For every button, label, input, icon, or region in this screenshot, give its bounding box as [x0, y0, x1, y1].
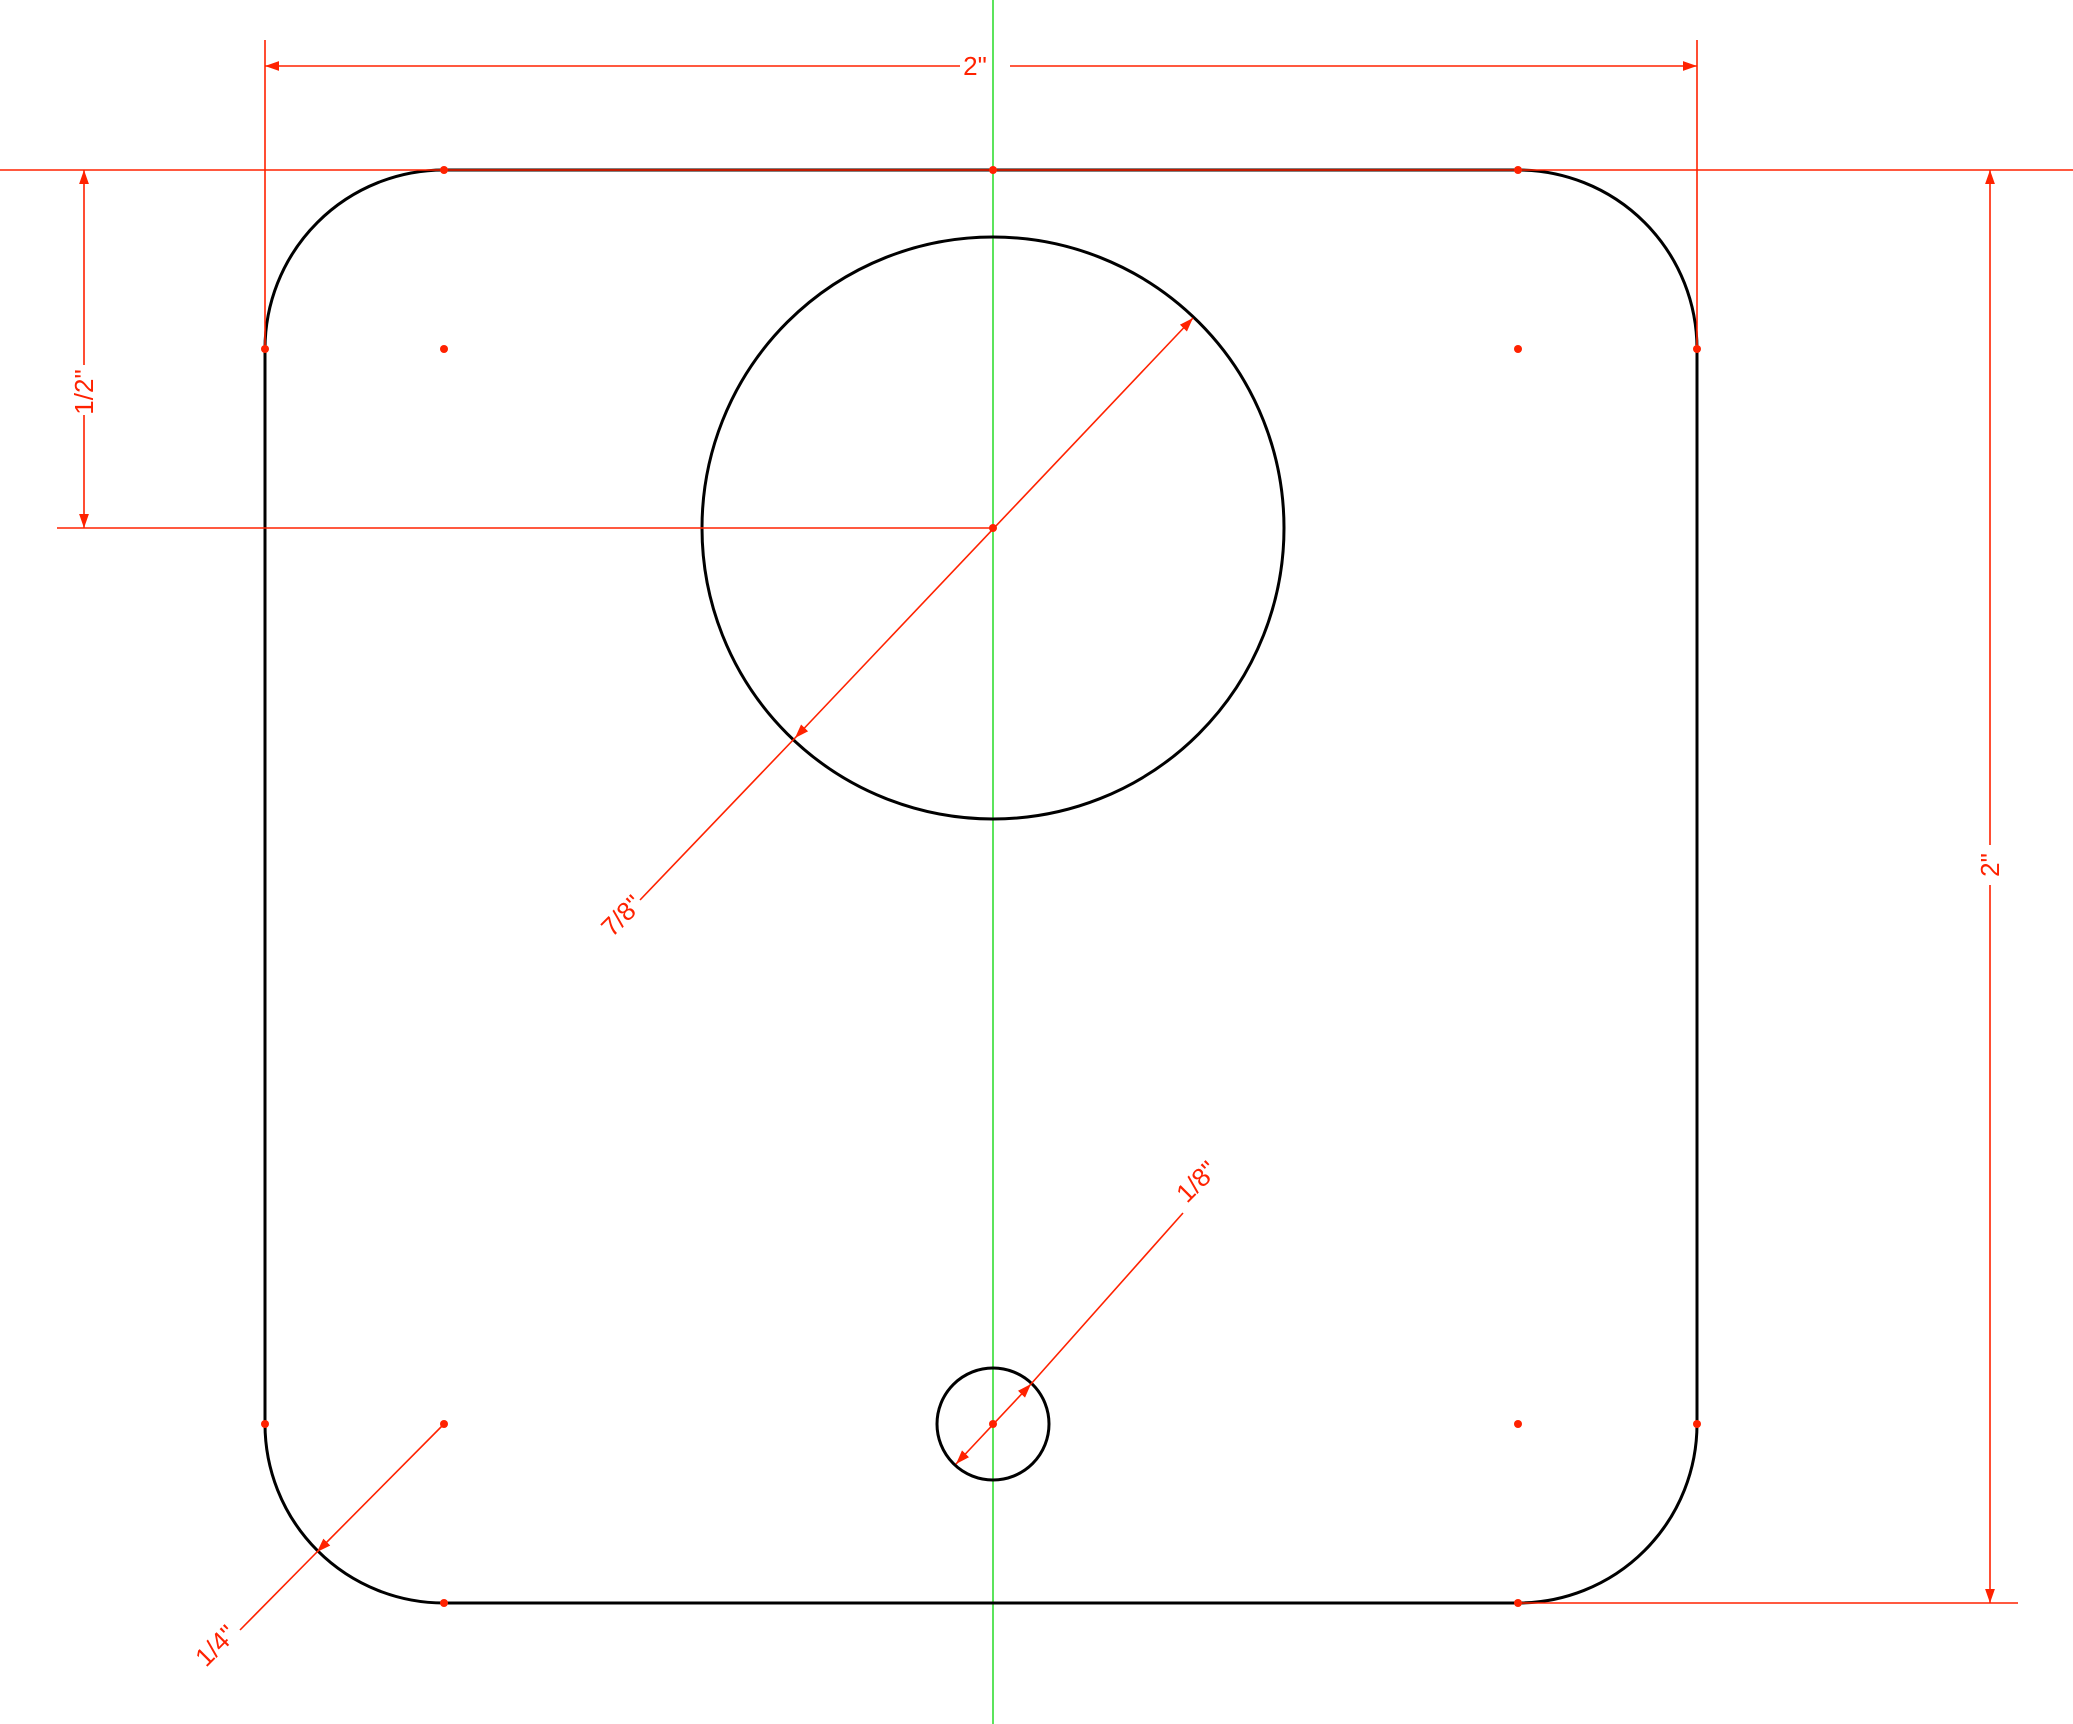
dimension-label-height: 2" — [1975, 853, 2005, 877]
dimension-label-large-hole: 7/8" — [595, 889, 648, 942]
dimension-label-small-hole: 1/8" — [1170, 1155, 1223, 1208]
extension-lines — [0, 40, 2073, 1604]
dimension-overall-height: 2" — [1975, 170, 2005, 1603]
dimension-label-top-offset: 1/2" — [69, 369, 99, 414]
dimension-large-hole-diameter: 7/8" — [595, 317, 1194, 942]
small-hole — [935, 1366, 1051, 1482]
part-outline — [263, 168, 1699, 1605]
construction-points — [261, 166, 1701, 1607]
dimension-overall-width: 2" — [265, 51, 1697, 81]
dimension-label-corner-radius: 1/4" — [189, 1619, 242, 1672]
dimension-small-hole-diameter: 1/8" — [955, 1155, 1223, 1465]
dimension-top-hole-offset: 1/2" — [69, 170, 99, 528]
dimension-label-width: 2" — [963, 51, 987, 81]
